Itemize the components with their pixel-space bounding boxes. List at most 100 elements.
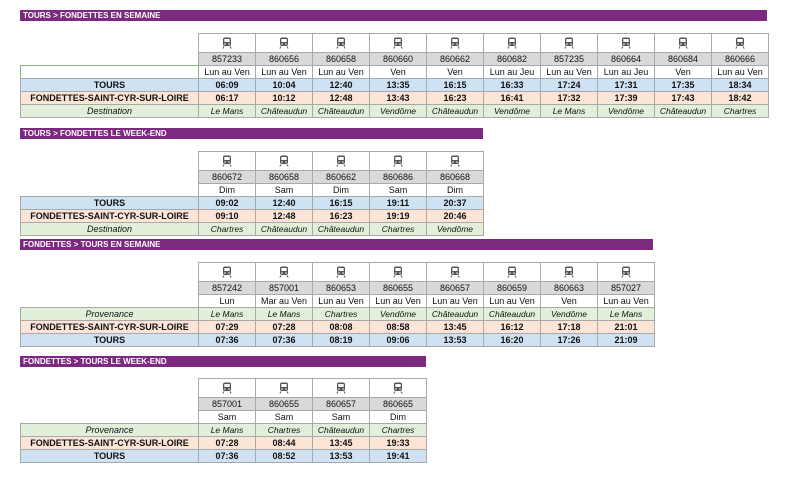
- time-cell: 17:18: [540, 320, 598, 334]
- time-cell: 08:08: [312, 320, 370, 334]
- train-number: 857242: [198, 281, 256, 295]
- section-header: FONDETTES > TOURS LE WEEK-END: [20, 356, 426, 367]
- train-days: Sam: [369, 183, 427, 197]
- time-cell: 08:52: [255, 449, 313, 463]
- train-days: Lun au Ven: [312, 65, 370, 79]
- row-label: FONDETTES-SAINT-CYR-SUR-LOIRE: [20, 91, 199, 105]
- train-days: Dim: [312, 183, 370, 197]
- train-icon: [369, 33, 427, 53]
- train-icon: [540, 262, 598, 282]
- time-cell: Vendôme: [597, 104, 655, 118]
- row-label: TOURS: [20, 196, 199, 210]
- train-number: 860662: [312, 170, 370, 184]
- time-cell: 09:02: [198, 196, 256, 210]
- time-cell: 08:44: [255, 436, 313, 450]
- time-cell: Le Mans: [540, 104, 598, 118]
- train-number: 860657: [312, 397, 370, 411]
- time-cell: 07:36: [198, 449, 256, 463]
- time-cell: 07:36: [198, 333, 256, 347]
- label-box: [20, 65, 199, 79]
- time-cell: Châteaudun: [255, 104, 313, 118]
- time-cell: 19:41: [369, 449, 427, 463]
- row-label: TOURS: [20, 78, 199, 92]
- train-days: Lun au Ven: [426, 294, 484, 308]
- train-days: Ven: [654, 65, 712, 79]
- train-icon: [255, 262, 313, 282]
- time-cell: Chartres: [369, 222, 427, 236]
- time-cell: 12:48: [312, 91, 370, 105]
- row-label: Provenance: [20, 307, 199, 321]
- time-cell: Chartres: [198, 222, 256, 236]
- time-cell: Châteaudun: [312, 423, 370, 437]
- time-cell: 16:15: [312, 196, 370, 210]
- train-icon: [597, 33, 655, 53]
- train-days: Lun au Ven: [540, 65, 598, 79]
- time-cell: Châteaudun: [426, 307, 484, 321]
- train-icon: [312, 151, 370, 171]
- time-cell: Vendôme: [369, 104, 427, 118]
- row-label: TOURS: [20, 333, 199, 347]
- train-number: 860664: [597, 52, 655, 66]
- time-cell: 07:28: [255, 320, 313, 334]
- train-days: Sam: [198, 410, 256, 424]
- train-days: Lun au Ven: [198, 65, 256, 79]
- time-cell: 18:42: [711, 91, 769, 105]
- time-cell: 21:09: [597, 333, 655, 347]
- train-number: 860684: [654, 52, 712, 66]
- time-cell: 13:35: [369, 78, 427, 92]
- train-number: 860662: [426, 52, 484, 66]
- row-label: Destination: [20, 222, 199, 236]
- time-cell: 19:19: [369, 209, 427, 223]
- section-header: TOURS > FONDETTES EN SEMAINE: [20, 10, 767, 21]
- train-icon: [312, 378, 370, 398]
- train-number: 860655: [255, 397, 313, 411]
- train-days: Dim: [426, 183, 484, 197]
- train-days: Lun au Ven: [312, 294, 370, 308]
- time-cell: 16:23: [312, 209, 370, 223]
- train-number: 860656: [255, 52, 313, 66]
- row-label: FONDETTES-SAINT-CYR-SUR-LOIRE: [20, 209, 199, 223]
- train-number: 857001: [255, 281, 313, 295]
- time-cell: 09:10: [198, 209, 256, 223]
- time-cell: Châteaudun: [312, 222, 370, 236]
- time-cell: 16:20: [483, 333, 541, 347]
- train-number: 860660: [369, 52, 427, 66]
- train-icon: [540, 33, 598, 53]
- train-number: 860668: [426, 170, 484, 184]
- row-label: Provenance: [20, 423, 199, 437]
- train-icon: [312, 33, 370, 53]
- section-header: FONDETTES > TOURS EN SEMAINE: [20, 239, 653, 250]
- train-days: Lun au Ven: [369, 294, 427, 308]
- time-cell: 21:01: [597, 320, 655, 334]
- train-number: 857001: [198, 397, 256, 411]
- time-cell: 17:43: [654, 91, 712, 105]
- train-days: Dim: [198, 183, 256, 197]
- time-cell: 17:32: [540, 91, 598, 105]
- time-cell: 13:53: [426, 333, 484, 347]
- train-icon: [198, 151, 256, 171]
- time-cell: 17:31: [597, 78, 655, 92]
- time-cell: Le Mans: [597, 307, 655, 321]
- time-cell: Châteaudun: [255, 222, 313, 236]
- time-cell: 10:04: [255, 78, 313, 92]
- train-number: 860666: [711, 52, 769, 66]
- time-cell: 19:33: [369, 436, 427, 450]
- time-cell: 16:23: [426, 91, 484, 105]
- train-icon: [198, 33, 256, 53]
- time-cell: 07:28: [198, 436, 256, 450]
- train-icon: [369, 151, 427, 171]
- row-label: TOURS: [20, 449, 199, 463]
- time-cell: Le Mans: [198, 104, 256, 118]
- train-days: Sam: [312, 410, 370, 424]
- row-label: FONDETTES-SAINT-CYR-SUR-LOIRE: [20, 436, 199, 450]
- train-number: 857233: [198, 52, 256, 66]
- time-cell: Le Mans: [198, 307, 256, 321]
- time-cell: 16:12: [483, 320, 541, 334]
- train-number: 860653: [312, 281, 370, 295]
- train-number: 860682: [483, 52, 541, 66]
- time-cell: 13:53: [312, 449, 370, 463]
- time-cell: 07:36: [255, 333, 313, 347]
- train-days: Lun au Ven: [483, 294, 541, 308]
- train-number: 860657: [426, 281, 484, 295]
- time-cell: Chartres: [369, 423, 427, 437]
